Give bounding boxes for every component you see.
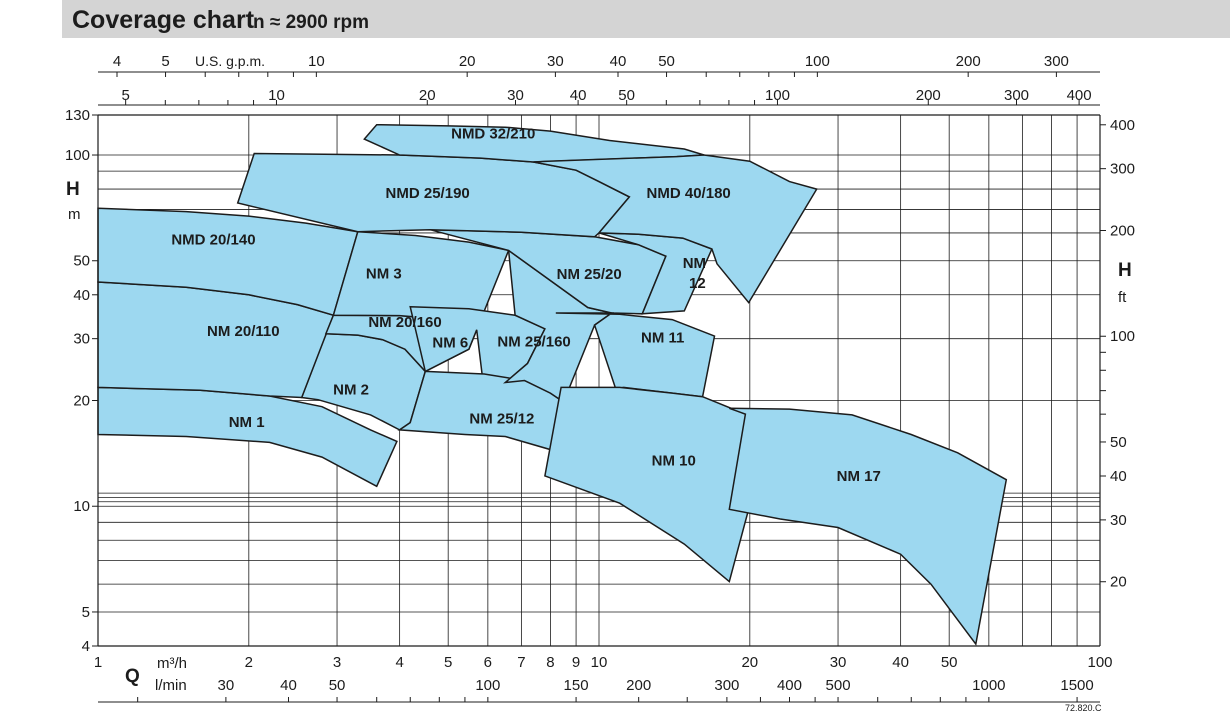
x-axis-lmin-unit: l/min xyxy=(155,677,187,694)
us-gpm-tick-label: 30 xyxy=(507,87,524,104)
region-label-nm-11: NM 11 xyxy=(641,330,684,347)
x-tick-label: 3 xyxy=(333,654,341,671)
ft-tick-label: 50 xyxy=(1110,434,1127,451)
region-label-nm-6: NM 6 xyxy=(432,334,468,351)
imp-gpm-tick-label: 40 xyxy=(610,53,627,70)
region-label-nm-3: NM 3 xyxy=(366,265,402,282)
y-tick-label: 10 xyxy=(73,498,90,515)
region-label-nm-1: NM 1 xyxy=(229,414,265,431)
ft-tick-label: 300 xyxy=(1110,161,1135,178)
us-gpm-tick-label: 400 xyxy=(1067,87,1092,104)
y-tick-label: 40 xyxy=(73,287,90,304)
x-tick-label: 6 xyxy=(484,654,492,671)
lmin-tick-label: 200 xyxy=(626,677,651,694)
y-axis-unit: m xyxy=(68,206,81,223)
y-axis-symbol: H xyxy=(66,179,80,200)
x-tick-label: 2 xyxy=(245,654,253,671)
lmin-tick-label: 500 xyxy=(826,677,851,694)
imp-gpm-tick-label: 100 xyxy=(805,53,830,70)
imp-gpm-label: U.S. g.p.m. xyxy=(195,53,265,69)
region-label-nmd-25-190: NMD 25/190 xyxy=(386,185,470,202)
x-tick-label: 50 xyxy=(941,654,958,671)
x-tick-label: 5 xyxy=(444,654,452,671)
region-label-nmd-40-180: NMD 40/180 xyxy=(647,185,731,202)
us-gpm-tick-label: 20 xyxy=(419,87,436,104)
us-gpm-tick-label: 40 xyxy=(570,87,587,104)
title-bar xyxy=(62,0,1230,38)
us-gpm-tick-label: 5 xyxy=(121,87,129,104)
y-axis-right-symbol: H xyxy=(1118,260,1132,281)
imp-gpm-tick-label: 30 xyxy=(547,53,564,70)
ft-tick-label: 100 xyxy=(1110,328,1135,345)
imp-gpm-tick-label: 50 xyxy=(658,53,675,70)
x-axis-symbol: Q xyxy=(125,666,140,687)
region-label-nm-25-12: NM 25/12 xyxy=(469,410,534,427)
lmin-tick-label: 50 xyxy=(329,677,346,694)
lmin-tick-label: 30 xyxy=(218,677,235,694)
region-nm-17 xyxy=(728,407,1008,646)
imp-gpm-tick-label: 20 xyxy=(459,53,476,70)
region-label-nm-10: NM 10 xyxy=(652,452,696,469)
x-tick-label: 9 xyxy=(572,654,580,671)
lmin-tick-label: 300 xyxy=(714,677,739,694)
ft-tick-label: 40 xyxy=(1110,468,1127,485)
region-label-nm-17: NM 17 xyxy=(837,468,881,485)
chart-code: 72.820.C xyxy=(1065,703,1102,713)
y-tick-label: 4 xyxy=(82,638,90,655)
chart-title: Coverage chart xyxy=(72,6,255,34)
region-label-nm-20-110: NM 20/110 xyxy=(207,323,280,340)
imp-gpm-tick-label: 300 xyxy=(1044,53,1069,70)
ft-tick-label: 200 xyxy=(1110,223,1135,240)
region-label-nm-25-20: NM 25/20 xyxy=(557,266,622,283)
x-tick-label: 10 xyxy=(591,654,608,671)
region-layer xyxy=(97,123,1008,646)
us-gpm-tick-label: 50 xyxy=(618,87,635,104)
region-label-nm-12-line-1: NM xyxy=(683,255,706,272)
region-label-nmd-20-140: NMD 20/140 xyxy=(171,231,255,248)
y-tick-label: 100 xyxy=(65,147,90,164)
x-tick-label: 40 xyxy=(892,654,909,671)
lmin-tick-label: 40 xyxy=(280,677,297,694)
x-tick-label: 30 xyxy=(830,654,847,671)
label-layer: NM 1 NM 2 NM 20/110 NMD 20/140 NM 20/160 NM 3… xyxy=(171,126,881,485)
x-tick-label: 1 xyxy=(94,654,102,671)
y-tick-label: 30 xyxy=(73,331,90,348)
us-gpm-tick-label: 300 xyxy=(1004,87,1029,104)
ft-tick-label: 20 xyxy=(1110,574,1127,591)
x-tick-label: 100 xyxy=(1087,654,1112,671)
us-gpm-tick-label: 100 xyxy=(765,87,790,104)
x-tick-label: 20 xyxy=(741,654,758,671)
region-label-nm-25-160: NM 25/160 xyxy=(497,334,570,351)
us-gpm-tick-label: 200 xyxy=(916,87,941,104)
y-axis-right-unit: ft xyxy=(1118,289,1127,306)
y-tick-label: 5 xyxy=(82,604,90,621)
x-tick-label: 7 xyxy=(517,654,525,671)
region-nmd-40-180 xyxy=(533,154,818,304)
region-label-nm-20-160: NM 20/160 xyxy=(368,314,441,331)
imp-gpm-tick-label: 5 xyxy=(161,53,169,70)
chart-subtitle: n ≈ 2900 rpm xyxy=(253,12,369,33)
region-label-nm-12-line-2: 12 xyxy=(689,275,706,292)
y-tick-label: 50 xyxy=(73,253,90,270)
region-label-nmd-32-210: NMD 32/210 xyxy=(451,126,535,143)
x-axis-unit: m³/h xyxy=(157,655,187,672)
y-tick-label: 130 xyxy=(65,107,90,124)
lmin-tick-label: 1000 xyxy=(972,677,1005,694)
region-label-nm-2: NM 2 xyxy=(333,381,369,398)
y-tick-label: 20 xyxy=(73,393,90,410)
x-tick-label: 4 xyxy=(395,654,403,671)
us-gpm-tick-label: 10 xyxy=(268,87,285,104)
x-tick-label: 8 xyxy=(546,654,554,671)
ft-tick-label: 30 xyxy=(1110,512,1127,529)
ft-tick-label: 400 xyxy=(1110,117,1135,134)
imp-gpm-tick-label: 10 xyxy=(308,53,325,70)
lmin-tick-label: 400 xyxy=(777,677,802,694)
lmin-tick-label: 100 xyxy=(475,677,500,694)
imp-gpm-tick-label: 4 xyxy=(113,53,121,70)
lmin-tick-label: 1500 xyxy=(1060,677,1093,694)
lmin-tick-label: 150 xyxy=(564,677,589,694)
imp-gpm-tick-label: 200 xyxy=(956,53,981,70)
